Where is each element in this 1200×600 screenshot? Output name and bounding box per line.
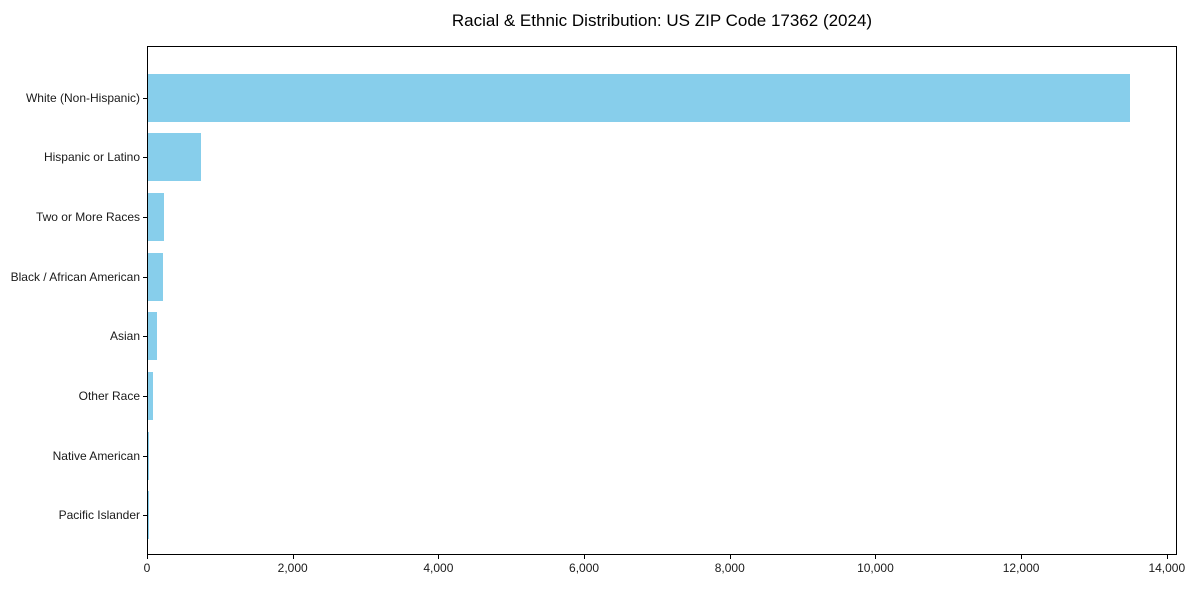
y-axis-label: Two or More Races <box>35 209 140 224</box>
bar-two-or-more-races <box>148 192 165 241</box>
x-axis-tick <box>1166 555 1168 559</box>
y-axis-tick <box>143 336 147 338</box>
plot-area <box>147 46 1177 555</box>
y-axis-label: White (Non-Hispanic) <box>25 90 140 105</box>
y-axis-tick <box>143 455 147 457</box>
y-axis-label: Other Race <box>78 389 140 403</box>
x-axis-tick-label: 0 <box>143 561 151 575</box>
bar-black-african-american <box>148 252 163 301</box>
bar-asian <box>148 312 158 361</box>
x-axis-tick-label: 10,000 <box>857 561 894 575</box>
bar-native-american <box>148 431 149 480</box>
x-axis-tick <box>1021 555 1023 559</box>
x-axis-tick-label: 6,000 <box>569 561 600 575</box>
y-axis-label: Pacific Islander <box>58 508 140 523</box>
y-axis-tick <box>143 97 147 99</box>
chart-title: Racial & Ethnic Distribution: US ZIP Cod… <box>451 11 873 30</box>
x-axis-tick-label: 14,000 <box>1148 561 1186 575</box>
bar-hispanic-or-latino <box>148 133 201 182</box>
y-axis-label: Black / African American <box>10 269 140 284</box>
x-axis-tick <box>292 555 294 559</box>
bar-white-non-hispanic <box>148 73 1130 122</box>
x-axis-tick <box>147 555 148 559</box>
y-axis-tick <box>143 515 147 517</box>
y-axis-tick <box>143 216 147 218</box>
x-axis-tick <box>875 555 877 559</box>
y-axis-tick <box>143 157 147 159</box>
bar-other-race <box>148 372 154 420</box>
x-axis-tick-label: 8,000 <box>714 561 745 575</box>
x-axis-tick-label: 4,000 <box>423 561 454 575</box>
x-axis-tick-label: 12,000 <box>1002 561 1040 575</box>
y-axis-label: Asian <box>109 329 140 344</box>
y-axis-label: Native American <box>52 448 140 463</box>
x-axis-tick <box>729 555 731 559</box>
x-axis-tick <box>584 555 586 559</box>
y-axis-tick <box>143 276 147 278</box>
x-axis-tick-label: 2,000 <box>277 561 308 575</box>
y-axis-label: Hispanic or Latino <box>43 150 140 165</box>
y-axis-tick <box>143 396 147 397</box>
x-axis-tick <box>438 555 440 559</box>
